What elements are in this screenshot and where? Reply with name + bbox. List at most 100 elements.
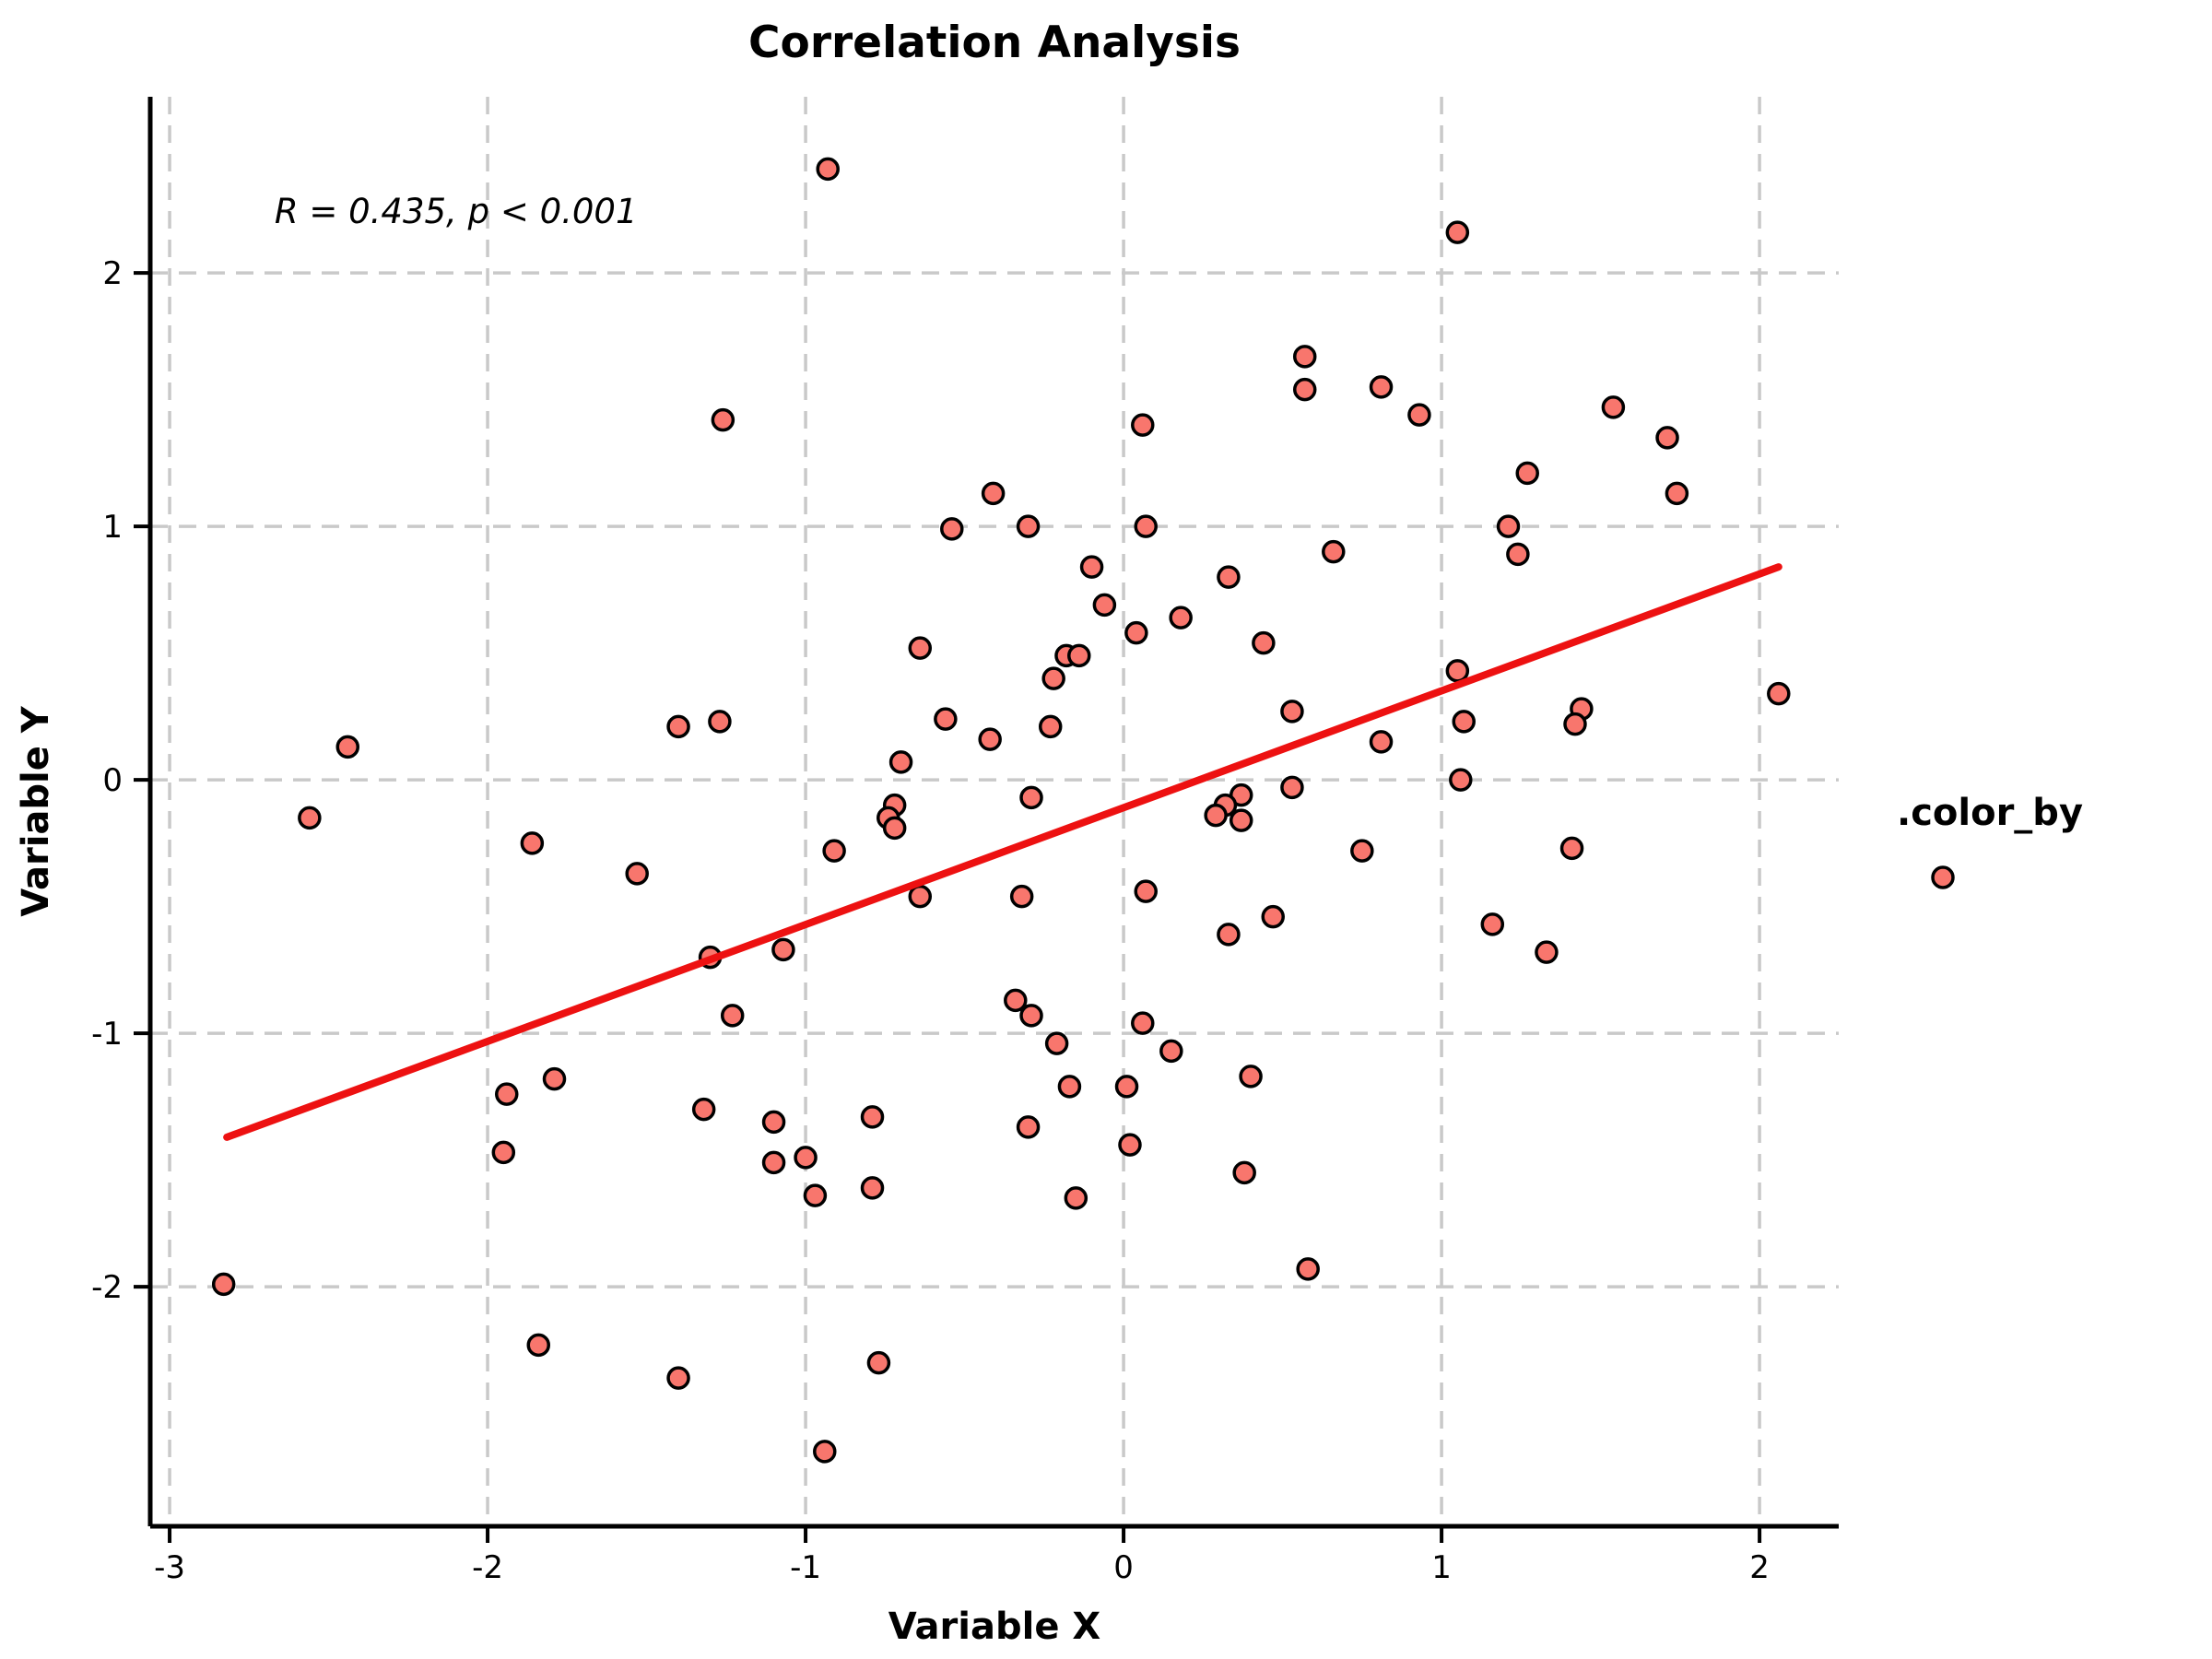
data-point <box>1131 1011 1155 1035</box>
x-axis-label: Variable X <box>888 1606 1101 1648</box>
data-point <box>1449 768 1473 792</box>
y-tick-label: 0 <box>102 762 123 799</box>
axes-layer <box>134 97 1839 1543</box>
data-point <box>1041 666 1065 690</box>
data-point <box>666 714 690 739</box>
x-tick-label: 1 <box>1431 1549 1452 1586</box>
data-point <box>1016 514 1041 538</box>
data-point <box>1131 413 1155 437</box>
legend-title: .color_by <box>1897 792 2083 834</box>
data-point <box>1118 1133 1142 1157</box>
data-point <box>860 1105 885 1129</box>
data-point <box>1044 1031 1069 1055</box>
data-point <box>1134 879 1158 903</box>
data-point <box>908 884 933 909</box>
data-point <box>1232 1160 1256 1185</box>
data-point <box>1280 775 1304 800</box>
data-point <box>1563 712 1587 736</box>
data-point <box>1239 1065 1263 1088</box>
data-point <box>981 481 1006 506</box>
data-point <box>1452 710 1476 734</box>
data-point <box>1480 912 1505 936</box>
data-point <box>882 816 907 841</box>
data-point <box>691 1097 716 1122</box>
data-point <box>1292 377 1317 402</box>
data-point <box>495 1082 519 1106</box>
data-point <box>1665 481 1689 506</box>
data-point <box>1229 808 1253 832</box>
data-point <box>822 839 846 863</box>
data-point <box>761 1110 786 1135</box>
data-point <box>1009 884 1034 909</box>
data-point <box>761 1150 786 1175</box>
data-point <box>1217 565 1241 589</box>
trend-line <box>223 563 1783 1141</box>
data-point <box>813 1440 837 1464</box>
data-point <box>1369 375 1394 399</box>
data-point <box>1445 659 1470 683</box>
data-point <box>1067 643 1091 668</box>
scatter-points-layer <box>211 157 1791 1464</box>
data-point <box>520 831 545 855</box>
data-point <box>940 517 964 541</box>
data-point <box>1159 1039 1183 1064</box>
trend-line-layer <box>223 563 1783 1141</box>
data-point <box>1038 714 1063 739</box>
data-point <box>1280 700 1304 724</box>
data-point <box>1134 514 1158 538</box>
data-point <box>816 157 840 182</box>
data-point <box>803 1183 828 1207</box>
data-point <box>1369 730 1394 754</box>
data-point <box>1169 606 1193 629</box>
data-point <box>1767 681 1791 706</box>
data-point <box>625 862 649 886</box>
data-point <box>978 727 1002 751</box>
data-point <box>1535 940 1559 964</box>
grid-layer <box>150 97 1839 1526</box>
data-point <box>1092 593 1117 618</box>
data-point <box>1252 630 1276 655</box>
y-axis-label: Variable Y <box>15 705 57 917</box>
data-point <box>1079 555 1104 579</box>
correlation-annotation: R = 0.435, p < 0.001 <box>275 192 638 231</box>
y-tick-label: 2 <box>102 255 123 292</box>
data-point <box>1261 904 1285 929</box>
x-tick-label: -3 <box>154 1549 185 1586</box>
data-point <box>860 1176 885 1200</box>
data-point <box>771 937 795 962</box>
data-point <box>794 1146 818 1170</box>
data-point <box>1016 1115 1041 1139</box>
data-point <box>298 806 322 830</box>
data-point <box>908 636 933 660</box>
data-point <box>1506 542 1530 567</box>
data-point <box>720 1004 745 1028</box>
data-point <box>1407 403 1431 427</box>
data-point <box>1496 514 1521 538</box>
data-point <box>1004 988 1028 1013</box>
data-point <box>934 707 958 731</box>
data-point <box>1601 395 1626 419</box>
data-point <box>1019 785 1043 810</box>
chart-title: Correlation Analysis <box>748 18 1241 68</box>
data-point <box>1217 923 1241 947</box>
data-point <box>866 1350 891 1375</box>
data-point <box>1515 461 1539 486</box>
y-tick-label: 1 <box>102 509 123 546</box>
x-tick-label: -2 <box>472 1549 503 1586</box>
data-point <box>1350 839 1374 863</box>
data-point <box>1204 803 1228 828</box>
data-point <box>542 1066 567 1091</box>
y-tick-label: -1 <box>91 1016 123 1053</box>
data-point <box>1124 620 1148 645</box>
x-tick-label: -1 <box>790 1549 821 1586</box>
data-point <box>1445 220 1470 244</box>
data-point <box>708 710 732 734</box>
data-point <box>666 1366 690 1390</box>
x-tick-label: 0 <box>1113 1549 1134 1586</box>
data-point <box>1296 1257 1320 1281</box>
tick-label-layer: -3 -2 -1 0 1 2 -2 -1 0 1 2 <box>91 255 1770 1586</box>
data-point <box>711 407 735 432</box>
data-point <box>1114 1075 1139 1099</box>
